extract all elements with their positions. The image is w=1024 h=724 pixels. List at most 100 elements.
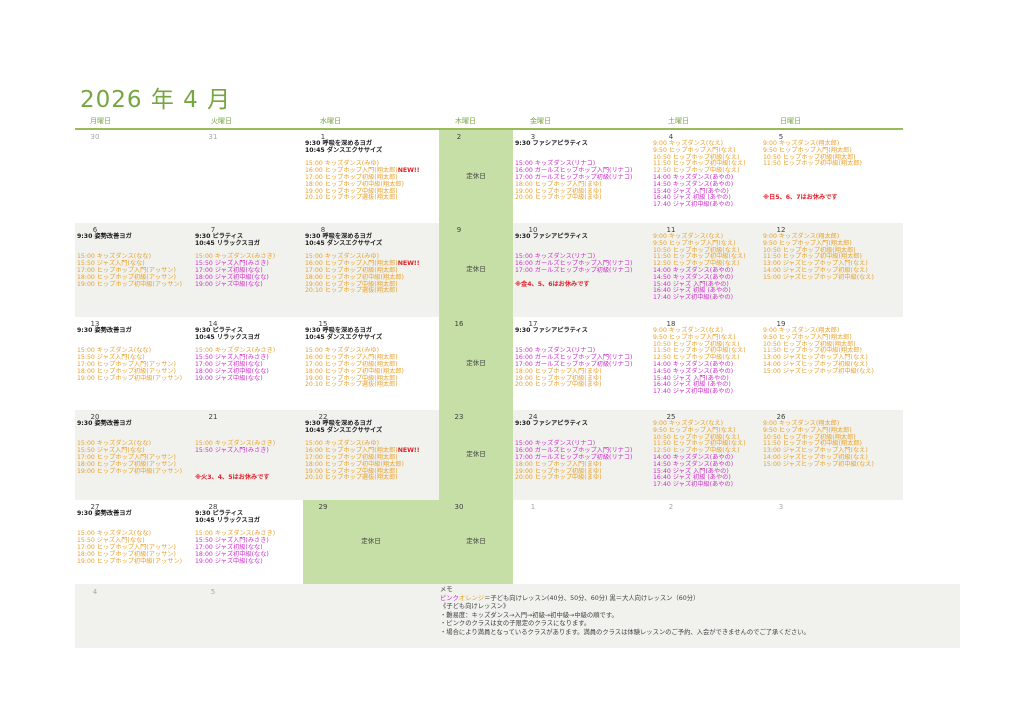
day-number: 29 [318,503,328,511]
class-text: 10:50 ヒップホップ初級(翔太郎) [763,433,856,441]
class-text: 15:40 ジャズ 入門(あやの) [653,374,729,382]
class-text: 18:00 ヒップホップ初中級(翔太郎) [305,367,404,375]
class-entry: 15:00 キッズダンス(リナコ) [515,347,632,355]
spacer [195,421,275,428]
class-text: 9:30 ピラティス [195,510,244,517]
class-text: 10:50 ヒップホップ初級(なえ) [653,433,740,441]
class-entry: 17:00 ガールズヒップホップ初級(リナコ) [515,360,633,369]
class-text: 18:00 ジャズ初中級(なな) [195,550,269,558]
class-entry: 18:00 ジャズ初中級(なな) [195,273,275,282]
class-text: 9:50 ヒップホップ入門(なえ) [653,146,736,154]
class-text: 14:00 キッズダンス(あやの) [653,173,734,181]
class-entry: 15:40 ジャズ 入門(あやの) [653,188,746,196]
day-number: 16 [454,320,464,328]
class-entry: 19:00 ヒップホップ中級(翔太郎) [305,281,420,289]
memo-line: ・難易度：キッズダンス→入門→初級→初中級→中級の順です。 [440,611,618,619]
class-text: 9:50 ヒップホップ入門(なえ) [653,426,736,434]
class-entry: 10:50 ヒップホップ初級(なえ) [653,433,746,442]
class-entry: 14:50 キッズダンス(あやの) [653,181,746,189]
class-entry: 14:50 キッズダンス(あやの) [653,461,746,469]
class-text: 19:00 ヒップホップ中級(翔太郎) [305,467,398,475]
class-entry: 16:00 ガールズヒップホップ入門(リナコ) [515,260,632,268]
class-text: 15:00 キッズダンス(みさき) [195,253,276,261]
class-text: 17:00 ジャズ初級(なな) [195,360,263,368]
class-list: 9:00 キッズダンス(なえ) 9:50 ヒップホップ入門(なえ) 10:50 ヒッ… [653,327,746,396]
class-text: 17:00 ガールズヒップホップ初級(リナコ) [515,266,633,274]
class-entry: 10:45 ダンスエクササイズ [305,334,404,342]
class-entry: 16:40 ジャズ 初級 (あやの) [653,381,746,389]
class-entry: 20:00 ヒップホップ中級(まゆ) [515,194,632,202]
memo-heading: メモ [440,586,453,593]
class-list: 9:30 呼吸を深めるヨガ 10:45 ダンスエクササイズ 15:00 キッズダンス… [305,420,420,482]
class-text: 9:30 ピラティス [195,233,244,240]
class-entry: 15:50 ジャズ入門(みさき) [195,447,275,455]
day-number: 26 [776,413,786,421]
class-list: 9:00 キッズダンス(なえ) 9:50 ヒップホップ入門(なえ) 10:50 ヒッ… [653,420,746,489]
class-entry: 9:30 ファシアピラティス [515,420,632,428]
day-cell: 21 15:00 キッズダンス(みさき) 15:50 ジャズ入門(みさき) ※火3、4… [193,410,303,500]
class-list: 9:30 呼吸を深めるヨガ 10:45 ダンスエクササイズ 15:00 キッズダンス… [305,327,404,389]
class-text: 16:00 ガールズヒップホップ入門(リナコ) [515,447,633,455]
day-number: 1 [530,503,536,511]
class-entry: 17:40 ジャズ初中級(あやの) [653,294,746,302]
class-entry: 16:00 ヒップホップ入門(翔太郎) [305,354,404,362]
class-text: 11:50 ヒップホップ初中級(翔太郎) [763,347,862,355]
class-list: 9:00 キッズダンス(なえ) 9:50 ヒップホップ入門(なえ) 10:50 ヒッ… [653,140,746,209]
class-entry: 16:00 ヒップホップ入門(翔太郎)NEW!! [305,260,420,268]
class-text: 18:00 ジャズ初中級(なな) [195,273,269,281]
class-entry: 9:30 ファシアピラティス [515,327,632,335]
weekday-label: 火曜日 [211,117,232,125]
class-entry: 9:00 キッズダンス(なえ) [653,327,746,335]
class-entry: 18:00 ヒップホップ初級(アッサン) [77,551,182,559]
day-number: 8 [320,226,326,234]
class-entry: 18:00 ヒップホップ初中級(翔太郎) [305,274,420,282]
class-list: 9:30 ファシアピラティス 15:00 キッズダンス(リナコ) 16:00 ガール… [515,233,633,288]
class-entry: 18:00 ヒップホップ入門(まゆ) [515,181,632,189]
class-text: 10:50 ヒップホップ初級(なえ) [653,340,740,348]
class-entry: 14:00 ジャズヒップホップ初級(なえ) [763,267,874,275]
spacer [763,182,862,189]
class-entry: 17:00 ガールズヒップホップ初級(リナコ) [515,266,633,275]
class-text: 17:40 ジャズ初中級(あやの) [653,481,734,489]
class-entry: 11:50 ヒップホップ初中級(なえ) [653,347,746,355]
class-list: 9:30 姿勢改善ヨガ 15:00 キッズダンス(なな) 15:50 ジャズ入門(な… [77,327,182,382]
class-entry: 15:00 キッズダンス(みゆ) [305,440,420,448]
class-entry: 14:00 ジャズヒップホップ初級(なえ) [763,361,874,369]
class-entry: 15:00 キッズダンス(リナコ) [515,160,632,168]
day-cell: 12 9:00 キッズダンス(翔太郎) 9:50 ヒップホップ入門(翔太郎) 10:5… [761,223,903,317]
class-entry: 12:50 ヒップホップ中級(なえ) [653,167,746,175]
class-entry: 20:10 ヒップホップ選抜(翔太郎) [305,474,420,482]
class-entry: 12:50 ヒップホップ中級(なえ) [653,260,746,268]
class-entry: 10:45 ダンスエクササイズ [305,427,420,435]
class-text: 17:00 ヒップホップ入門(アッサン) [77,543,176,551]
class-text: 18:00 ヒップホップ入門(まゆ) [515,367,602,375]
spacer [77,428,182,435]
class-entry: 11:50 ヒップホップ初中級(翔太郎) [763,160,862,168]
day-cell: 5 9:00 キッズダンス(翔太郎) 9:50 ヒップホップ入門(翔太郎) 10:50… [761,130,903,223]
class-text: 17:00 ガールズヒップホップ初級(リナコ) [515,360,633,368]
class-entry: 15:00 キッズダンス(みさき) [195,440,275,448]
class-entry: 15:00 キッズダンス(なな) [77,530,182,538]
class-entry: 9:30 ファシアピラティス [515,233,632,241]
class-text: 19:00 ヒップホップ初中級(アッサン) [77,467,183,475]
day-cell: 18 9:00 キッズダンス(なえ) 9:50 ヒップホップ入門(なえ) 10:50 … [651,317,761,410]
class-entry: 18:00 ジャズ初中級(なな) [195,367,275,376]
spacer [763,168,862,175]
class-text: 15:50 ジャズ入門(みさき) [195,537,269,545]
class-text: 11:50 ヒップホップ初中級(翔太郎) [763,440,862,448]
class-entry: 19:00 ヒップホップ中級(翔太郎) [305,467,420,476]
class-entry: 9:00 キッズダンス(翔太郎) [763,233,874,241]
class-list: 9:30 姿勢改善ヨガ 15:00 キッズダンス(なな) 15:50 ジャズ入門(な… [77,510,182,565]
day-cell: 31 [193,130,303,223]
class-entry: 15:50 ジャズ入門(なな) [77,260,182,268]
class-entry: 18:00 ジャズ初中級(なな) [195,550,275,559]
class-text: 16:00 ヒップホップ入門(翔太郎) [305,260,398,268]
class-entry: 17:00 ヒップホップ初級(翔太郎) [305,174,420,182]
class-entry: 13:00 ジャズヒップホップ入門(なえ) [763,354,874,362]
class-text: 18:00 ジャズ初中級(なな) [195,367,269,375]
class-entry: 14:00 キッズダンス(あやの) [653,267,746,275]
class-entry: 15:00 キッズダンス(みゆ) [305,160,420,168]
class-entry: 15:40 ジャズ 入門(あやの) [653,281,746,289]
class-entry: 13:00 ジャズヒップホップ入門(なえ) [763,447,874,455]
class-entry: 10:45 リラックスヨガ [195,517,275,525]
